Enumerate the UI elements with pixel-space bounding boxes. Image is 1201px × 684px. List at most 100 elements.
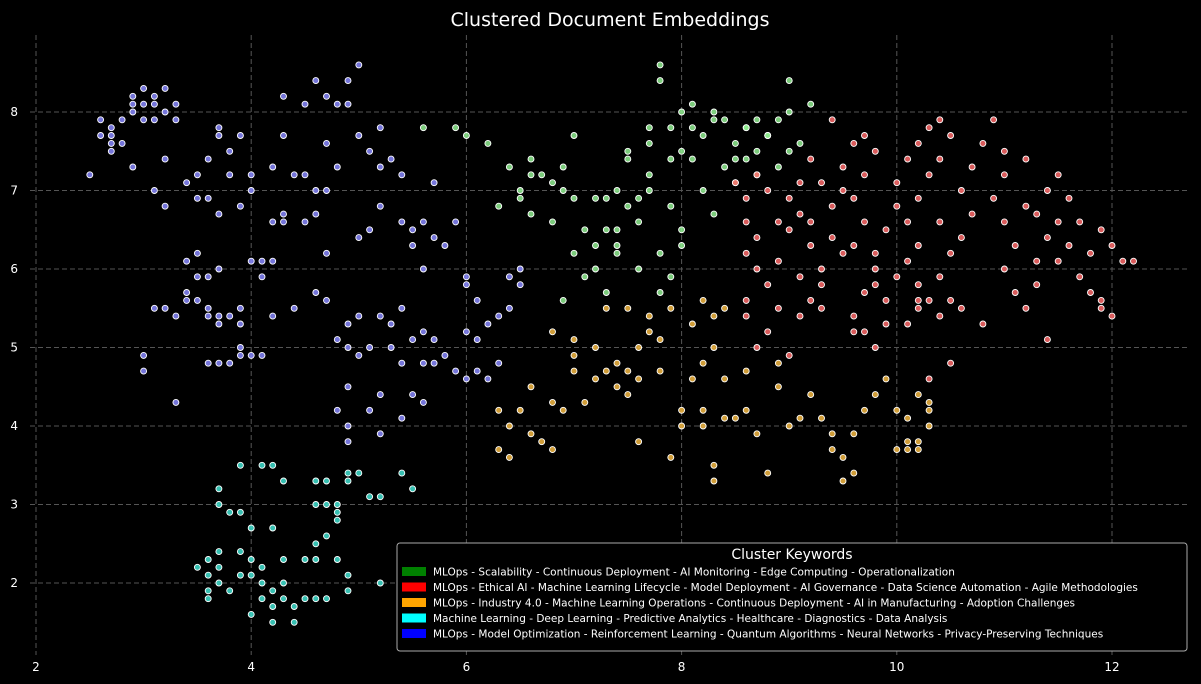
data-point (1011, 289, 1019, 296)
data-point (581, 273, 589, 281)
data-point (678, 406, 686, 414)
data-point (688, 320, 696, 328)
data-point (505, 304, 513, 312)
data-point (140, 351, 148, 359)
data-point (635, 194, 643, 202)
data-point (161, 202, 169, 210)
data-point (538, 438, 546, 446)
data-point (828, 430, 836, 438)
data-point (258, 461, 266, 469)
data-point (710, 477, 718, 485)
data-point (957, 187, 965, 194)
y-tick-label: 2 (10, 576, 18, 590)
data-point (150, 116, 158, 124)
data-point (118, 116, 126, 124)
data-point (430, 336, 438, 344)
data-point (785, 351, 793, 359)
data-point (602, 304, 610, 312)
data-point (409, 226, 417, 234)
data-point (742, 406, 750, 414)
data-point (376, 202, 384, 210)
data-point (215, 548, 223, 556)
data-point (462, 132, 470, 139)
data-point (301, 218, 309, 226)
data-point (387, 320, 395, 328)
data-point (893, 202, 901, 210)
data-point (947, 132, 955, 139)
data-point (280, 218, 287, 226)
data-point (850, 469, 858, 477)
data-point (516, 187, 524, 194)
data-point (462, 273, 470, 281)
data-point (818, 179, 825, 187)
data-point (731, 139, 739, 147)
data-point (247, 524, 255, 532)
data-point (441, 351, 449, 359)
data-point (204, 571, 212, 579)
data-point (925, 398, 933, 406)
data-point (333, 556, 341, 563)
data-point (140, 84, 148, 92)
data-point (731, 414, 739, 422)
data-point (1076, 273, 1084, 281)
data-point (753, 147, 761, 155)
data-point (667, 202, 675, 210)
data-point (452, 124, 460, 132)
data-point (398, 171, 406, 179)
data-point (807, 218, 815, 226)
data-point (398, 359, 406, 367)
data-point (312, 556, 320, 563)
data-point (871, 265, 879, 273)
data-point (366, 406, 374, 414)
data-point (645, 312, 653, 320)
data-point (624, 155, 632, 163)
data-point (785, 108, 793, 116)
legend-label: MLOps - Scalability - Continuous Deploym… (433, 567, 955, 579)
data-point (721, 116, 729, 124)
data-point (301, 171, 309, 179)
data-point (904, 155, 912, 163)
data-point (947, 359, 955, 367)
data-point (344, 469, 352, 477)
data-point (183, 296, 191, 304)
data-point (645, 171, 653, 179)
data-point (753, 430, 761, 438)
data-point (624, 147, 632, 155)
data-point (333, 508, 341, 516)
data-point (936, 116, 944, 124)
data-point (419, 398, 427, 406)
data-point (333, 406, 341, 414)
data-point (1065, 194, 1073, 202)
data-point (549, 446, 556, 454)
data-point (247, 171, 255, 179)
data-point (635, 344, 643, 351)
data-point (398, 414, 406, 422)
data-point (925, 124, 933, 132)
data-point (613, 383, 621, 391)
x-tick-label: 12 (1104, 660, 1119, 674)
data-point (1087, 289, 1094, 296)
data-point (764, 281, 772, 289)
series-3 (193, 461, 417, 626)
data-point (1033, 257, 1041, 265)
data-point (979, 320, 987, 328)
data-point (710, 210, 718, 218)
data-point (914, 281, 922, 289)
data-point (678, 242, 686, 249)
data-point (355, 312, 363, 320)
data-point (936, 312, 944, 320)
data-point (107, 132, 115, 139)
data-point (193, 273, 201, 281)
data-point (258, 257, 266, 265)
y-tick-label: 7 (10, 184, 18, 198)
axis-ticks: 2 4 6 8 10 12 2 3 4 5 6 7 8 (10, 105, 1119, 674)
data-point (688, 124, 696, 132)
data-point (796, 273, 804, 281)
data-point (161, 155, 169, 163)
data-point (473, 336, 481, 344)
data-point (236, 320, 244, 328)
series-1 (731, 116, 1137, 383)
data-point (258, 563, 266, 571)
data-point (904, 320, 912, 328)
data-point (215, 579, 223, 587)
